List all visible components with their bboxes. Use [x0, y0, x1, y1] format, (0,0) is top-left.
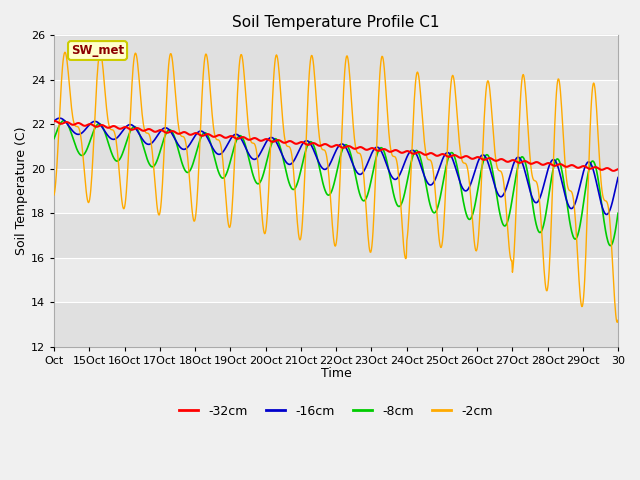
- Bar: [54, 169, 618, 213]
- Bar: [54, 36, 618, 80]
- X-axis label: Time: Time: [321, 367, 351, 380]
- Bar: [54, 213, 618, 258]
- Bar: [54, 80, 618, 124]
- Title: Soil Temperature Profile C1: Soil Temperature Profile C1: [232, 15, 440, 30]
- Bar: [54, 124, 618, 169]
- Bar: [54, 302, 618, 347]
- Y-axis label: Soil Temperature (C): Soil Temperature (C): [15, 127, 28, 255]
- Text: SW_met: SW_met: [71, 44, 124, 57]
- Bar: [54, 258, 618, 302]
- Legend: -32cm, -16cm, -8cm, -2cm: -32cm, -16cm, -8cm, -2cm: [175, 400, 497, 423]
